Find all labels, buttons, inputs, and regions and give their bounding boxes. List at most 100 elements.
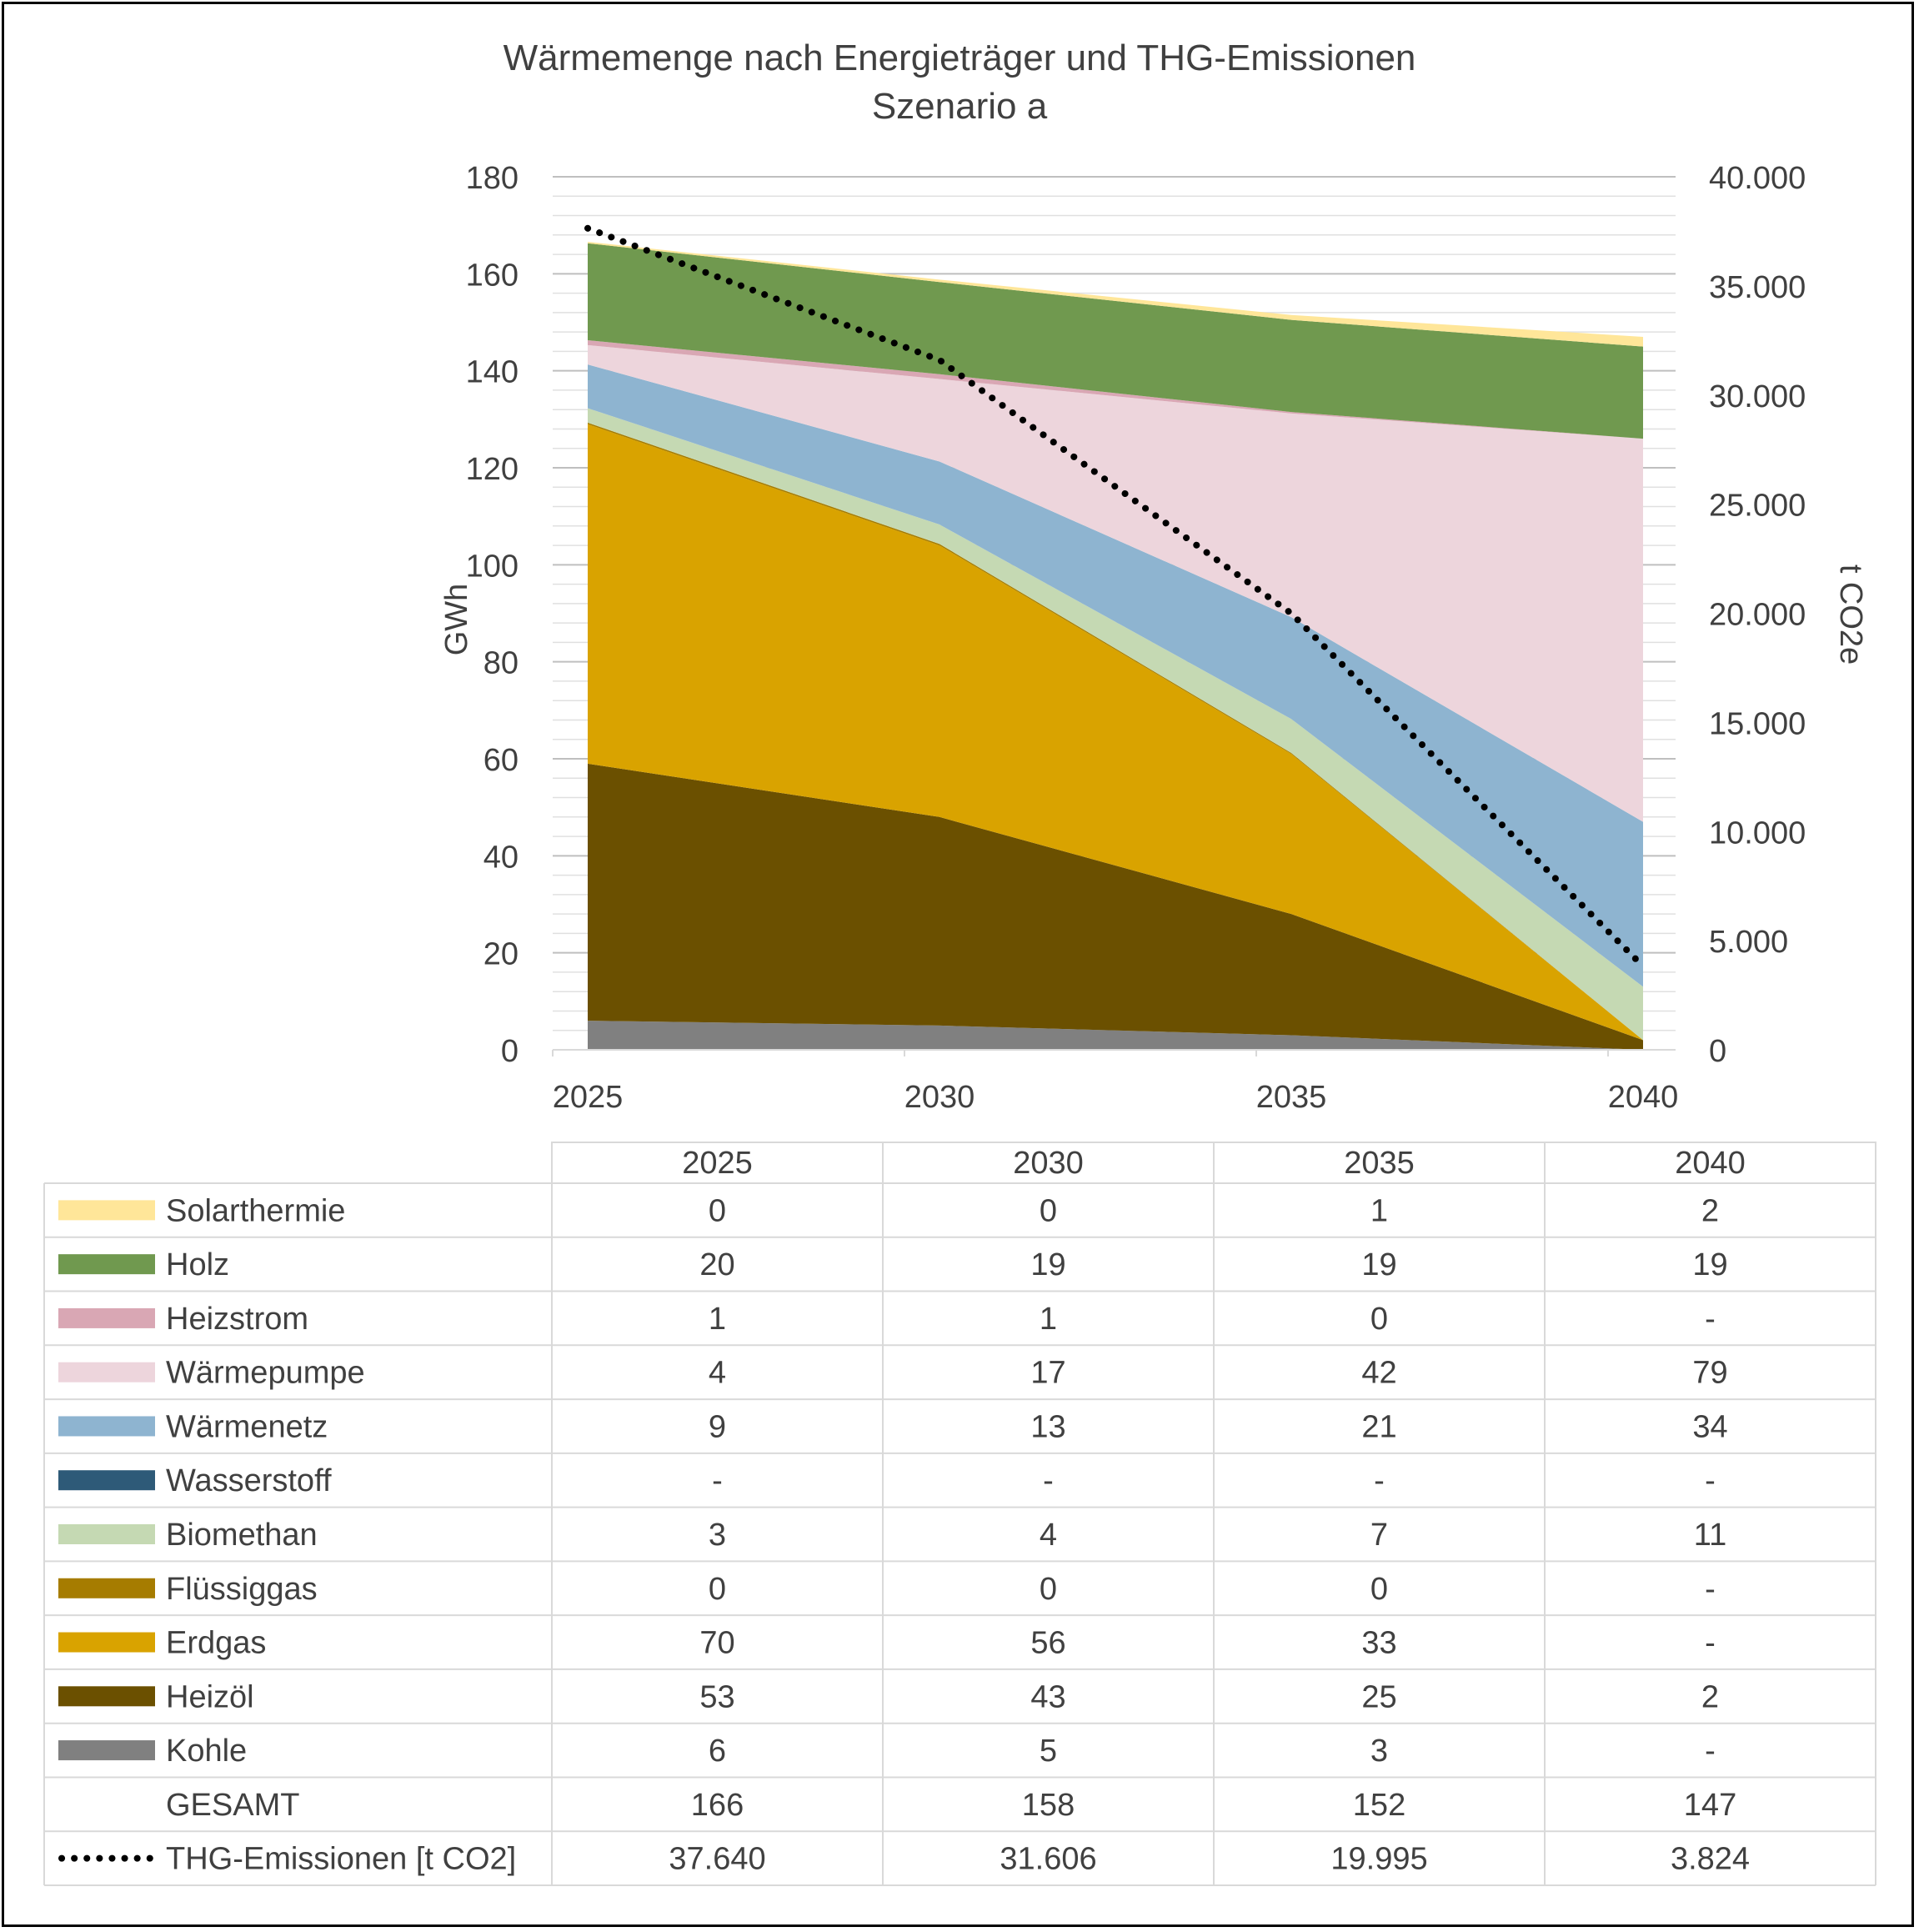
table-cell: 0 — [1040, 1572, 1057, 1607]
legend-label-biomethan: Biomethan — [166, 1518, 318, 1553]
table-cell: 2 — [1701, 1679, 1719, 1714]
y-axis-label: GWh — [439, 584, 474, 656]
legend-label-erdgas: Erdgas — [166, 1626, 266, 1661]
table-cell: 11 — [1694, 1518, 1726, 1553]
y2-tick-label: 10.000 — [1709, 815, 1806, 851]
table-cell: - — [1705, 1302, 1716, 1337]
y-tick-label: 180 — [466, 161, 519, 196]
legend-label-kohle: Kohle — [166, 1734, 247, 1769]
y-tick-label: 80 — [484, 646, 519, 681]
table-cell: 5 — [1040, 1734, 1057, 1769]
chart-subtitle: Szenario a — [872, 86, 1048, 127]
table-cell: - — [1374, 1463, 1385, 1498]
table-cell: 53 — [699, 1679, 734, 1714]
table-cell: - — [1043, 1463, 1054, 1498]
table-cell: 20 — [699, 1247, 734, 1282]
table-cell: 7 — [1370, 1518, 1388, 1553]
legend-swatch-heizstrom — [58, 1307, 155, 1328]
legend-label-wasserstoff: Wasserstoff — [166, 1463, 332, 1498]
legend-swatch-solarthermie — [58, 1200, 155, 1221]
legend-label-heizstrom: Heizstrom — [166, 1302, 308, 1337]
table-cell: 33 — [1361, 1626, 1396, 1661]
table-cell: 6 — [709, 1734, 726, 1769]
legend-swatch-fluessiggas — [58, 1578, 155, 1598]
y2-tick-label: 0 — [1709, 1034, 1726, 1069]
table-cell: 43 — [1030, 1679, 1065, 1714]
table-cell: 152 — [1353, 1788, 1405, 1823]
table-header-2035: 2035 — [1344, 1146, 1415, 1181]
legend-swatch-holz — [58, 1254, 155, 1275]
legend-swatch-heizoel — [58, 1686, 155, 1707]
legend-label-solarthermie: Solarthermie — [166, 1193, 345, 1228]
table-cell: 25 — [1361, 1679, 1396, 1714]
x-tick-label: 2035 — [1256, 1080, 1327, 1115]
y2-tick-label: 5.000 — [1709, 925, 1788, 960]
table-cell: 3.824 — [1671, 1842, 1750, 1877]
table-cell: 13 — [1030, 1409, 1065, 1444]
legend-label-heizoel: Heizöl — [166, 1679, 254, 1714]
table-header-2025: 2025 — [682, 1146, 753, 1181]
legend-swatch-erdgas — [58, 1632, 155, 1653]
x-tick-label: 2040 — [1608, 1080, 1679, 1115]
table-cell: 70 — [699, 1626, 734, 1661]
table-cell: 158 — [1022, 1788, 1075, 1823]
table-cell: 19 — [1692, 1247, 1727, 1282]
legend-label-fluessiggas: Flüssiggas — [166, 1572, 318, 1607]
legend-label-waermepumpe: Wärmepumpe — [166, 1356, 365, 1391]
table-header-2030: 2030 — [1013, 1146, 1084, 1181]
area-solarthermie — [588, 241, 1643, 347]
table-cell: 1 — [709, 1302, 726, 1337]
table-cell: 0 — [709, 1193, 726, 1228]
legend-label-thg-emissionen-t-co2: THG-Emissionen [t CO2] — [166, 1842, 516, 1877]
y2-tick-label: 15.000 — [1709, 706, 1806, 741]
table-cell: 0 — [1040, 1193, 1057, 1228]
emission-line-layer — [584, 224, 1646, 970]
table-cell: 37.640 — [669, 1842, 765, 1877]
y2-tick-label: 40.000 — [1709, 161, 1806, 196]
axes: 2025 2030 2035 2040020406080100120140160180… — [466, 161, 1806, 1115]
legend-swatch-kohle — [58, 1740, 155, 1761]
table-cell: 166 — [691, 1788, 744, 1823]
y-tick-label: 0 — [501, 1034, 519, 1069]
table-cell: 19 — [1361, 1247, 1396, 1282]
y-tick-label: 40 — [484, 840, 519, 875]
legend-swatch-biomethan — [58, 1524, 155, 1544]
legend-swatch-waermepumpe — [58, 1362, 155, 1383]
area-waermepumpe — [588, 344, 1643, 822]
area-erdgas — [588, 424, 1643, 1041]
table-cell: 21 — [1361, 1409, 1396, 1444]
table-cell: - — [1705, 1463, 1716, 1498]
table-cell: 3 — [1370, 1734, 1388, 1769]
table-cell: 34 — [1692, 1409, 1727, 1444]
y2-axis-label: t CO2e — [1833, 565, 1868, 665]
table-cell: 147 — [1684, 1788, 1736, 1823]
area-holz — [588, 243, 1643, 439]
table-cell: - — [712, 1463, 723, 1498]
y-tick-label: 100 — [466, 549, 519, 584]
area-heizoel — [588, 763, 1643, 1050]
table-cell: 9 — [709, 1409, 726, 1444]
x-tick-label: 2030 — [904, 1080, 975, 1115]
legend-label-holz: Holz — [166, 1247, 229, 1282]
table-cell: 0 — [709, 1572, 726, 1607]
table-cell: - — [1705, 1626, 1716, 1661]
table-cell: 4 — [709, 1356, 726, 1391]
table-cell: 1 — [1040, 1302, 1057, 1337]
y-tick-label: 120 — [466, 452, 519, 487]
area-kohle — [588, 1021, 1643, 1050]
legend-swatch-wasserstoff — [58, 1470, 155, 1491]
y2-tick-label: 20.000 — [1709, 598, 1806, 633]
table-header-2040: 2040 — [1675, 1146, 1746, 1181]
table-cell: 0 — [1370, 1572, 1388, 1607]
table-cell: 1 — [1370, 1193, 1388, 1228]
table-cell: 0 — [1370, 1302, 1388, 1337]
table-cell: 19 — [1030, 1247, 1065, 1282]
chart-title: Wärmemenge nach Energieträger und THG-Em… — [504, 38, 1416, 78]
emission-line — [584, 224, 1646, 970]
table-cell: 2 — [1701, 1193, 1719, 1228]
table-cell: 17 — [1030, 1356, 1065, 1391]
x-tick-label: 2025 — [553, 1080, 624, 1115]
y-tick-label: 140 — [466, 355, 519, 390]
